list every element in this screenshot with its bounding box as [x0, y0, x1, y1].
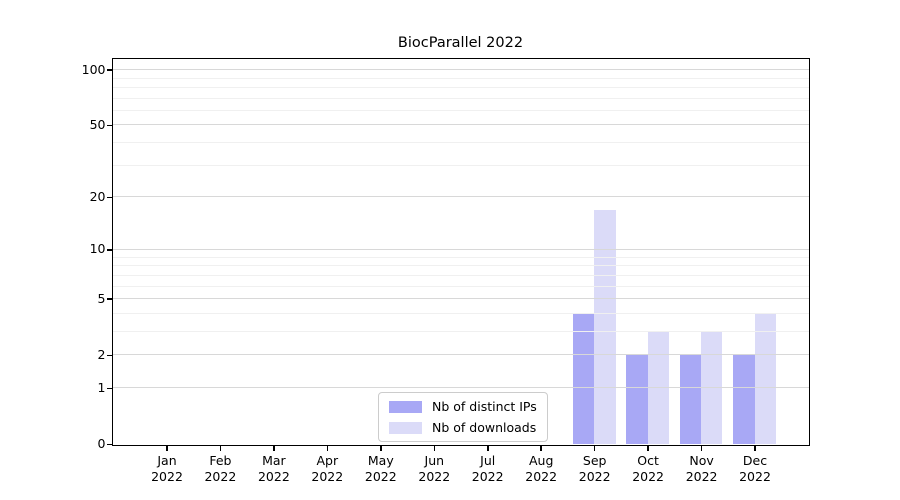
- x-tick-label-dec: Dec 2022: [739, 452, 771, 484]
- y-tick-mark-1: [106, 387, 113, 389]
- x-tick-mark-may: [380, 446, 382, 451]
- x-tick-label-apr: Apr 2022: [311, 452, 344, 484]
- y-tick-label-5: 5: [97, 290, 106, 306]
- x-tick-label-sep: Sep 2022: [578, 452, 611, 484]
- legend-swatch-downloads: [389, 421, 422, 434]
- x-tick-mark-dec: [754, 446, 756, 451]
- x-tick-label-oct: Oct 2022: [632, 452, 664, 484]
- x-tick-mark-nov: [700, 446, 703, 451]
- x-tick-mark-sep: [593, 446, 596, 451]
- y-tick-label-20: 20: [89, 188, 106, 204]
- y-tick-label-0: 0: [97, 436, 106, 451]
- x-tick-mark-jan: [166, 446, 168, 451]
- x-tick-mark-apr: [326, 446, 329, 451]
- bar-downloads-nov-2022: [701, 331, 723, 444]
- bar-distinct-ips-oct-2022: [626, 354, 648, 444]
- y-tick-mark-100: [106, 69, 113, 71]
- y-tick-mark-10: [106, 249, 113, 251]
- y-tick-mark-20: [106, 196, 113, 199]
- legend-label-distinct-ips: Nb of distinct IPs: [432, 399, 537, 414]
- x-tick-mark-aug: [540, 446, 542, 451]
- x-tick-mark-mar: [273, 446, 275, 451]
- y-tick-mark-5: [106, 298, 113, 300]
- x-tick-mark-oct: [647, 446, 649, 451]
- x-tick-label-mar: Mar 2022: [257, 452, 290, 484]
- y-tick-label-50: 50: [89, 116, 106, 132]
- legend-item-distinct-ips: Nb of distinct IPs: [389, 399, 537, 414]
- bar-distinct-ips-nov-2022: [679, 354, 702, 444]
- legend-label-downloads: Nb of downloads: [432, 420, 537, 435]
- bar-downloads-dec-2022: [754, 313, 776, 444]
- y-tick-mark-50: [106, 124, 113, 127]
- plot-area: [112, 58, 810, 446]
- x-tick-label-may: May 2022: [364, 452, 397, 484]
- bars-layer: [113, 59, 809, 445]
- legend-item-downloads: Nb of downloads: [389, 420, 537, 435]
- x-tick-label-jan: Jan 2022: [151, 452, 183, 484]
- x-tick-mark-jun: [433, 446, 435, 451]
- y-tick-label-10: 10: [89, 241, 106, 257]
- x-tick-label-nov: Nov 2022: [685, 452, 718, 484]
- x-tick-label-jun: Jun 2022: [418, 452, 451, 484]
- y-tick-mark-0: [106, 443, 113, 446]
- legend: Nb of distinct IPs Nb of downloads: [378, 392, 548, 442]
- bar-downloads-sep-2022: [594, 209, 616, 444]
- bar-distinct-ips-dec-2022: [733, 354, 755, 444]
- y-tick-mark-2: [106, 354, 113, 357]
- legend-swatch-distinct-ips: [389, 400, 422, 413]
- bar-distinct-ips-sep-2022: [572, 313, 595, 444]
- x-tick-label-aug: Aug 2022: [525, 452, 558, 484]
- x-tick-mark-feb: [219, 446, 222, 451]
- x-tick-label-jul: Jul 2022: [471, 452, 504, 484]
- x-tick-mark-jul: [487, 446, 489, 451]
- x-tick-label-feb: Feb 2022: [204, 452, 237, 484]
- y-tick-label-1: 1: [97, 379, 106, 395]
- y-tick-label-100: 100: [81, 61, 106, 77]
- bar-downloads-oct-2022: [647, 331, 669, 444]
- y-tick-label-2: 2: [97, 346, 106, 362]
- chart-title: BiocParallel 2022: [397, 35, 524, 51]
